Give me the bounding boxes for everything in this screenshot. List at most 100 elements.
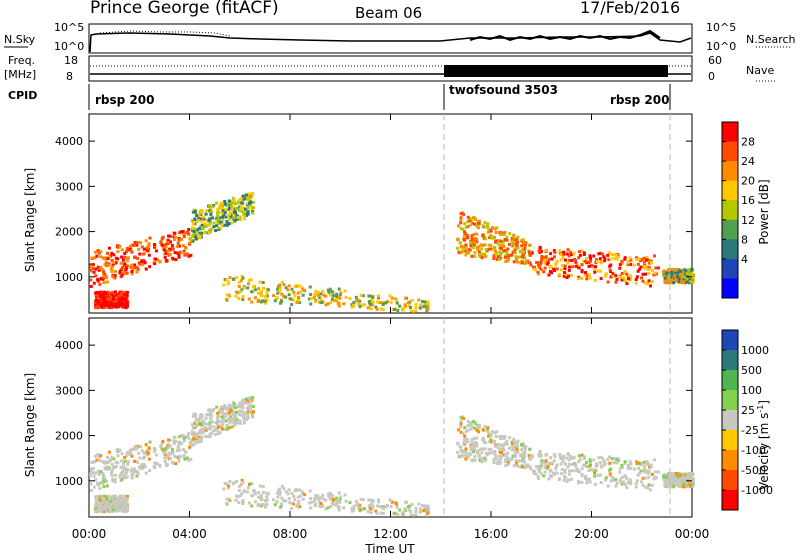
velocity-pixel (102, 496, 106, 500)
velocity-pixel (536, 474, 540, 478)
power-pixel (606, 253, 610, 257)
velocity-pixel (214, 433, 218, 437)
power-pixel (173, 236, 177, 240)
power-pixel (152, 243, 156, 247)
velocity-pixel (195, 435, 199, 439)
velocity-pixel (459, 416, 463, 420)
power-pixel (166, 242, 170, 246)
power-pixel (220, 206, 224, 210)
velocity-pixel (466, 429, 470, 433)
velocity-pixel (257, 491, 261, 495)
power-pixel (101, 268, 105, 272)
power-pixel (640, 276, 644, 280)
power-pixel (359, 293, 363, 297)
velocity-pixel (191, 437, 195, 441)
velocity-pixel (329, 497, 333, 501)
velocity-pixel (239, 409, 243, 413)
velocity-pixel (112, 457, 116, 461)
velocity-pixel (500, 447, 504, 451)
velocity-pixel (543, 470, 547, 474)
velocity-pixel (246, 486, 250, 490)
velocity-pixel (122, 468, 126, 472)
velocity-pixel (249, 482, 253, 486)
power-pixel (110, 251, 114, 255)
power-pixel (620, 259, 624, 263)
power-pixel (318, 300, 322, 304)
power-pixel (647, 271, 651, 275)
power-pixel (625, 282, 629, 286)
velocity-pixel (555, 471, 559, 475)
power-pixel (220, 201, 224, 205)
power-pixel (293, 285, 297, 289)
power-pixel (648, 261, 652, 265)
velocity-pixel (459, 425, 463, 429)
power-pixel (121, 258, 125, 262)
velocity-pixel (673, 481, 677, 485)
power-pixel (339, 291, 343, 295)
power-pixel (227, 199, 231, 203)
power-pixel (670, 270, 674, 274)
velocity-pixel (242, 416, 246, 420)
velocity-pixel (295, 504, 299, 508)
power-pixel (629, 262, 633, 266)
power-pixel (554, 263, 558, 267)
velocity-pixel (266, 492, 270, 496)
velocity-pixel (225, 501, 229, 505)
velocity-pixel (559, 472, 563, 476)
velocity-pixel (122, 504, 126, 508)
power-pixel (332, 299, 336, 303)
power-pixel (539, 249, 543, 253)
power-pixel (216, 207, 220, 211)
velocity-pixel (642, 464, 646, 468)
power-pixel (168, 240, 172, 244)
velocity-pixel (133, 445, 137, 449)
velocity-pixel (242, 421, 246, 425)
power-pixel (225, 297, 229, 301)
velocity-pixel (309, 500, 313, 504)
velocity-pixel (468, 422, 472, 426)
power-pixel (212, 221, 216, 225)
power-pixel (538, 245, 542, 249)
power-pixel (682, 268, 686, 272)
velocity-pixel (98, 495, 102, 499)
power-pixel (509, 253, 513, 257)
power-pixel (475, 224, 479, 228)
velocity-pixel (499, 437, 503, 441)
velocity-pixel (469, 421, 473, 425)
nave-label: Nave (746, 64, 774, 77)
velocity-pixel (187, 432, 191, 436)
velocity-pixel (110, 506, 114, 510)
velocity-pixel (276, 491, 280, 495)
velocity-pixel (125, 497, 129, 501)
velocity-pixel (216, 415, 220, 419)
velocity-pixel (137, 451, 141, 455)
velocity-pixel (91, 467, 95, 471)
velocity-pixel (503, 453, 507, 457)
velocity-pixel (144, 471, 148, 475)
velocity-pixel (176, 445, 180, 449)
power-pixel (684, 281, 688, 285)
velocity-pixel (502, 448, 506, 452)
velocity-pixel (470, 458, 474, 462)
velocity-pixel (225, 497, 229, 501)
power-pixel (505, 238, 509, 242)
power-pixel (538, 247, 542, 251)
velocity-pixel (251, 404, 255, 408)
velocity-pixel (191, 430, 195, 434)
power-pixel (133, 241, 137, 245)
power-pixel (229, 205, 233, 209)
power-pixel (125, 293, 129, 297)
power-pixel (111, 263, 115, 267)
power-pixel (535, 261, 539, 265)
power-pixel (565, 252, 569, 256)
velocity-pixel (110, 469, 114, 473)
velocity-pixel (484, 441, 488, 445)
power-pixel (319, 292, 323, 296)
power-pixel (520, 261, 524, 265)
velocity-pixel (485, 428, 489, 432)
power-pixel (596, 269, 600, 273)
power-pixel (211, 205, 215, 209)
power-pixel (257, 287, 261, 291)
velocity-pixel (166, 446, 170, 450)
